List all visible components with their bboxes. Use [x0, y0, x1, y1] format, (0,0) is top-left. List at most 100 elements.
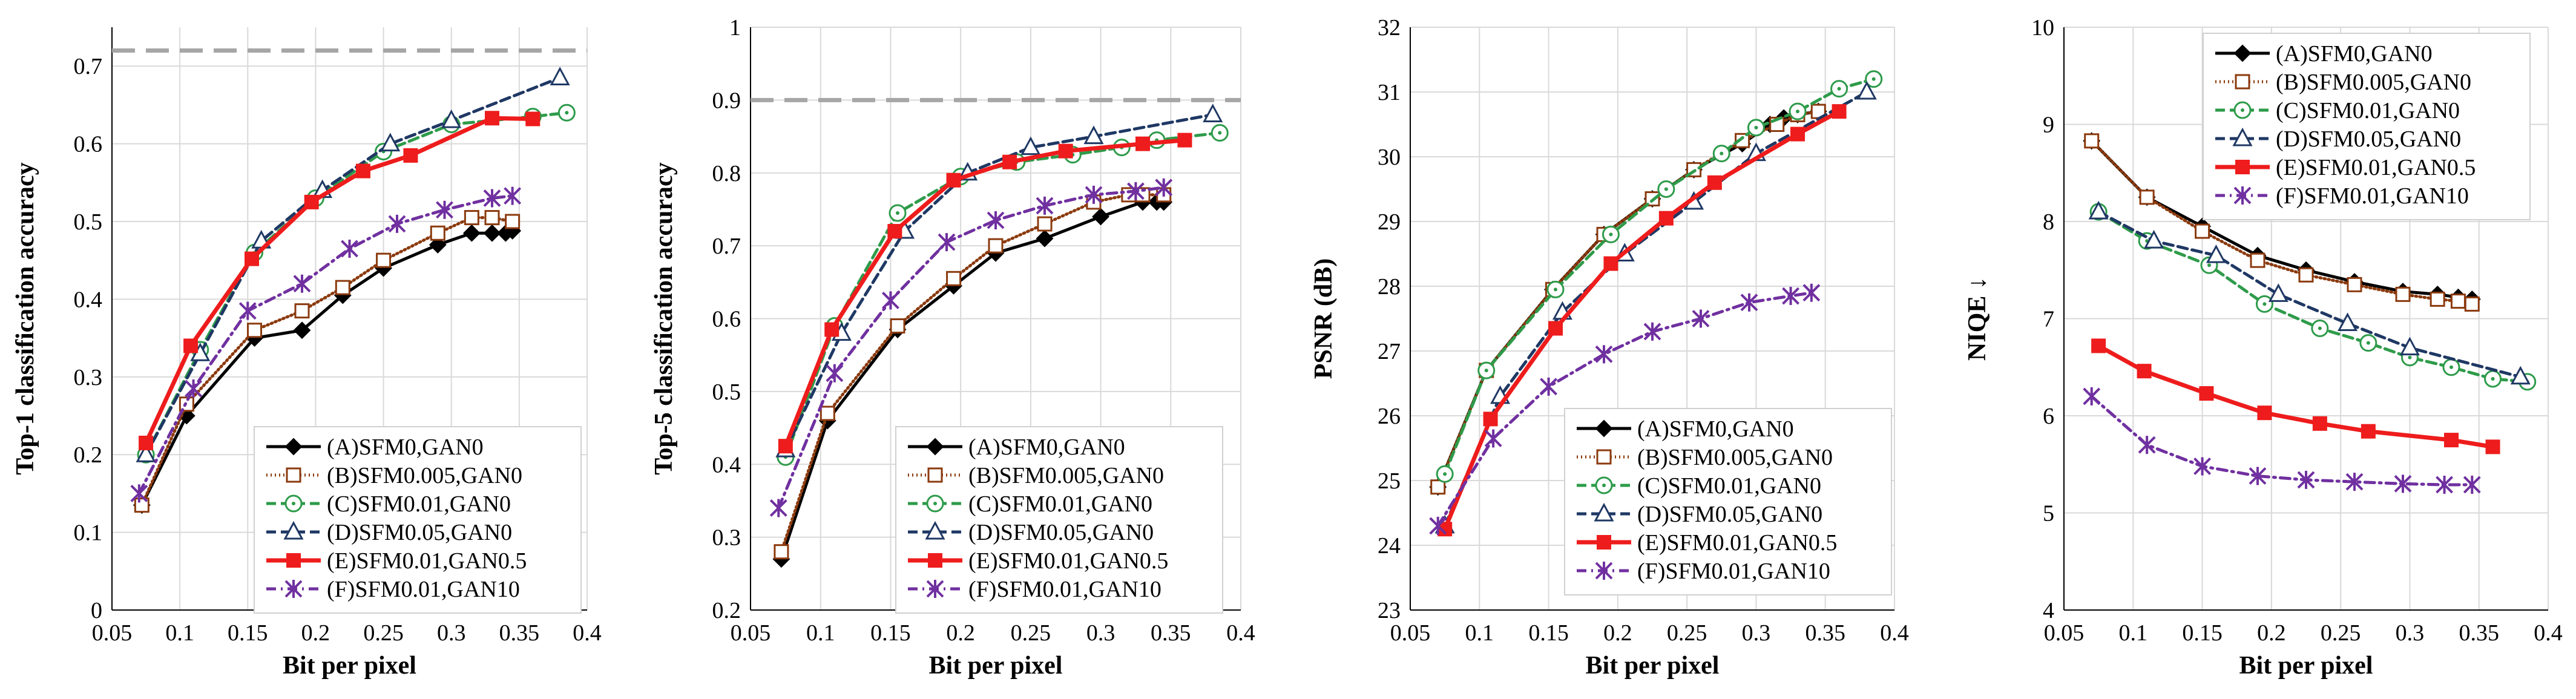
legend: (A)SFM0,GAN0 (B)SFM0.005,GAN0 (C)SFM0.01,G… [254, 426, 582, 614]
legend: (A)SFM0,GAN0 (B)SFM0.005,GAN0 (C)SFM0.01,G… [895, 426, 1223, 614]
series-2-point [2347, 277, 2362, 292]
y-tick-label: 0.7 [712, 234, 741, 259]
legend-marker [284, 580, 303, 598]
x-tick-label: 0.3 [437, 620, 466, 646]
legend-label: (B)SFM0.005,GAN0 [327, 463, 522, 488]
legend-marker [284, 438, 303, 456]
legend-label: (B)SFM0.005,GAN0 [968, 463, 1164, 488]
legend-label: (D)SFM0.05,GAN0 [968, 520, 1154, 545]
series-1-point [483, 224, 501, 242]
legend-label: (E)SFM0.01,GAN0.5 [2276, 155, 2476, 180]
series-4-point [380, 133, 401, 152]
series-6-point [2463, 475, 2481, 494]
series-3-line [1443, 77, 1876, 476]
y-tick-label: 0.9 [712, 88, 741, 113]
legend-label: (E)SFM0.01,GAN0.5 [327, 548, 527, 574]
series-2-point [2395, 286, 2411, 302]
series-4-line [144, 76, 562, 456]
legend-item: (E)SFM0.01,GAN0.5 [908, 548, 1168, 574]
series-4-point [136, 444, 156, 462]
series-2-point [247, 323, 262, 338]
series-3 [1436, 70, 1883, 483]
series-5-point [525, 111, 540, 126]
series-1-point [1092, 208, 1109, 226]
legend-label: (D)SFM0.05,GAN0 [2276, 126, 2461, 152]
y-tick-label: 0.6 [74, 132, 103, 157]
legend-box [895, 426, 1223, 614]
series-2-point [2430, 291, 2445, 307]
series-5-point [1002, 154, 1017, 169]
legend-marker [926, 580, 944, 598]
series-5 [1438, 104, 1847, 537]
series-6-line [777, 186, 1166, 510]
series-2-point [1735, 133, 1750, 148]
series-5-point [2199, 386, 2214, 401]
series-5-point [2137, 364, 2152, 379]
series-2-point [2450, 294, 2466, 309]
series-2-line [140, 216, 514, 507]
series-6-point [130, 484, 148, 503]
series-4-point [1856, 80, 1877, 100]
series-6-point [2083, 387, 2101, 405]
legend: (A)SFM0,GAN0 (B)SFM0.005,GAN0 (C)SFM0.01,G… [2203, 33, 2531, 220]
y-tick-label: 0.4 [74, 287, 103, 312]
y-tick-label: 0.5 [712, 379, 741, 405]
x-tick-label: 0.3 [1086, 620, 1116, 646]
legend-marker [2235, 74, 2250, 90]
legend-marker-center [1602, 484, 1606, 487]
series-5 [778, 133, 1192, 454]
series-6-point [341, 239, 358, 258]
series-2-point [294, 303, 310, 319]
series-4-point [2338, 312, 2358, 332]
legend-marker [927, 467, 943, 483]
x-tick-label: 0.25 [1667, 620, 1707, 646]
y-axis-label: PSNR (dB) [1310, 258, 1338, 379]
series-5-point [2091, 338, 2106, 353]
x-axis-label: Bit per pixel [929, 652, 1063, 680]
series-5-point [485, 111, 499, 126]
series-5-point [1177, 133, 1192, 148]
series-4-point [2088, 200, 2109, 220]
legend-item: (A)SFM0,GAN0 [908, 435, 1125, 460]
legend-item: (A)SFM0,GAN0 [2215, 41, 2433, 67]
legend-label: (A)SFM0,GAN0 [968, 435, 1125, 460]
legend-label: (C)SFM0.01,GAN0 [327, 491, 511, 517]
legend-label: (A)SFM0,GAN0 [327, 435, 484, 460]
series-6-point [1595, 345, 1613, 364]
series-6-point [1740, 293, 1758, 312]
series-5-line [783, 138, 1187, 448]
x-axis-label: Bit per pixel [2239, 652, 2373, 680]
y-tick-label: 5 [2043, 501, 2054, 527]
y-tick-label: 32 [1378, 15, 1401, 41]
legend-item: (A)SFM0,GAN0 [266, 435, 484, 460]
series-5-point [304, 194, 319, 209]
series-5-point [245, 251, 260, 266]
series-2-point [946, 271, 962, 286]
y-tick-label: 7 [2043, 307, 2054, 332]
series-3-point-center [565, 111, 569, 115]
series-3-line [784, 131, 1221, 459]
series-6 [769, 178, 1173, 517]
legend-label: (E)SFM0.01,GAN0.5 [968, 548, 1168, 574]
x-tick-label: 0.15 [1528, 620, 1569, 646]
y-tick-label: 23 [1378, 598, 1401, 623]
series-6-point [1540, 377, 1557, 396]
series-3-point-center [1871, 77, 1876, 81]
x-tick-label: 0.1 [806, 620, 835, 646]
y-tick-label: 0.2 [74, 442, 103, 468]
x-tick-label: 0.4 [2534, 620, 2563, 646]
series-6-point [2249, 467, 2267, 485]
series-6-point [2436, 475, 2453, 494]
legend-item: (D)SFM0.05,GAN0 [2215, 126, 2461, 152]
y-tick-label: 0.3 [712, 525, 741, 551]
series-4-point [550, 67, 570, 85]
series-3-point-center [2408, 355, 2412, 359]
legend-marker [928, 553, 942, 568]
legend-marker [2233, 186, 2252, 205]
y-tick-label: 9 [2043, 113, 2054, 138]
x-tick-label: 0.15 [870, 620, 911, 646]
series-5-point [1483, 412, 1498, 427]
legend-marker [925, 520, 945, 540]
series-6-point [1782, 287, 1799, 306]
series-5-line [1442, 109, 1842, 531]
